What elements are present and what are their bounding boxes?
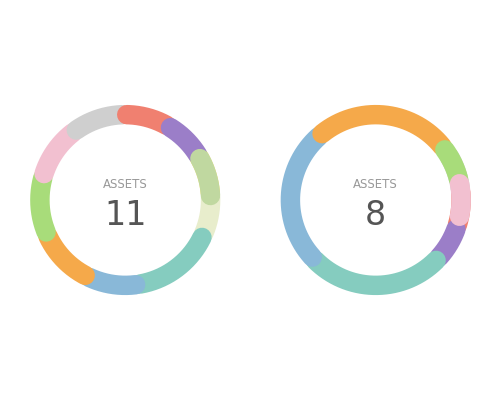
- Text: ASSETS: ASSETS: [103, 178, 148, 191]
- Text: ASSETS: ASSETS: [353, 178, 398, 191]
- Text: 11: 11: [104, 199, 146, 232]
- Text: 8: 8: [365, 199, 386, 232]
